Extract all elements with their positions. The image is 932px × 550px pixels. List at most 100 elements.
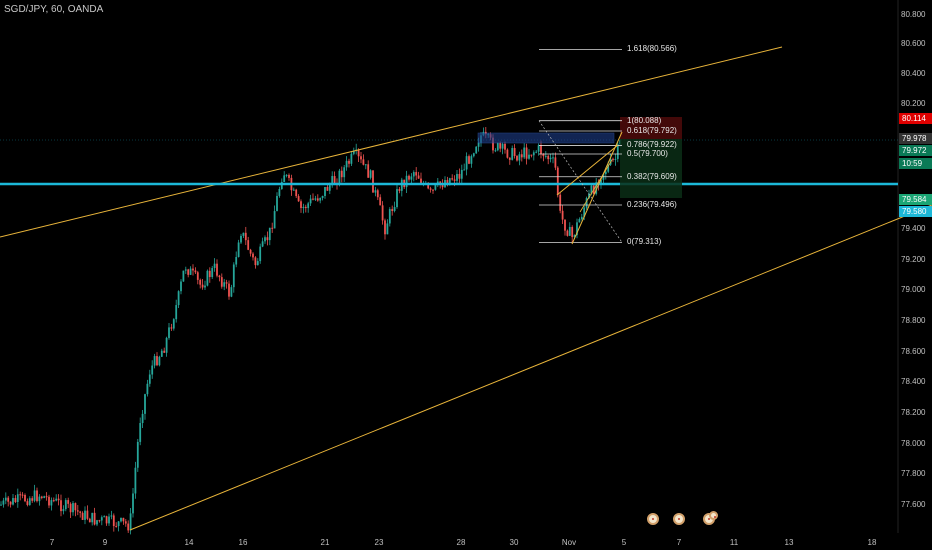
- economic-event-icon[interactable]: [709, 511, 718, 520]
- candle-body: [177, 291, 180, 306]
- candle-body: [367, 164, 370, 178]
- candle-body: [400, 179, 403, 191]
- candle-body: [86, 510, 89, 519]
- candle-body: [199, 279, 202, 285]
- candle-body: [0, 504, 2, 506]
- candle-body: [415, 172, 418, 176]
- symbol-title: SGD/JPY, 60, OANDA: [4, 4, 104, 15]
- candle-body: [540, 145, 542, 154]
- candle-body: [410, 176, 413, 180]
- candle-body: [518, 154, 521, 161]
- candle-body: [434, 185, 437, 190]
- candle-body: [98, 520, 101, 522]
- candle-body: [160, 350, 163, 357]
- candle-body: [43, 496, 46, 498]
- candle-body: [343, 167, 346, 178]
- x-tick-label: 9: [102, 538, 108, 547]
- candle-body: [79, 511, 82, 513]
- candle-body: [357, 149, 360, 157]
- y-tick-label: 78.600: [901, 346, 926, 356]
- candle-body: [132, 493, 134, 514]
- candle-body: [187, 269, 190, 275]
- candle-body: [204, 285, 206, 288]
- candle-body: [103, 516, 106, 518]
- candle-body: [165, 337, 168, 353]
- fib-level-label: 1.618(80.566): [627, 44, 677, 54]
- fib-level-label: 0.236(79.496): [627, 200, 677, 209]
- candle-body: [81, 512, 84, 520]
- candle-body: [511, 148, 514, 160]
- candle-body: [144, 394, 146, 414]
- candle-body: [261, 241, 264, 247]
- candle-body: [578, 219, 581, 223]
- candle-body: [115, 526, 118, 528]
- candle-body: [268, 227, 271, 241]
- x-tick-label: 28: [456, 538, 466, 547]
- candle-body: [304, 206, 307, 209]
- price-badge: 79.584: [899, 194, 932, 205]
- candle-body: [573, 234, 576, 238]
- candle-body: [571, 226, 574, 238]
- candle-body: [4, 497, 7, 501]
- candle-body: [48, 496, 50, 506]
- candle-body: [576, 222, 578, 235]
- candle-body: [525, 147, 528, 159]
- candle-body: [499, 143, 502, 149]
- candle-body: [67, 500, 70, 504]
- fib-level-label: 0(79.313): [627, 237, 662, 247]
- candle-body: [568, 226, 571, 236]
- candle-body: [189, 268, 192, 275]
- position-stop-zone: [620, 117, 682, 139]
- candle-body: [136, 441, 139, 468]
- candle-body: [477, 142, 480, 147]
- candle-body: [542, 153, 545, 157]
- candle-body: [369, 170, 372, 178]
- candle-body: [398, 189, 401, 191]
- candle-body: [288, 174, 290, 178]
- candle-body: [266, 237, 269, 241]
- candle-body: [242, 232, 245, 236]
- candle-body: [36, 490, 38, 502]
- candle-body: [580, 216, 583, 220]
- candle-body: [57, 498, 60, 501]
- candle-body: [273, 211, 276, 229]
- candle-body: [326, 186, 329, 191]
- candle-body: [595, 182, 598, 194]
- candle-body: [547, 155, 550, 160]
- candle-body: [448, 178, 451, 185]
- candle-body: [556, 167, 559, 195]
- economic-event-icon[interactable]: [647, 513, 659, 525]
- candle-body: [384, 220, 386, 235]
- x-tick-label: 23: [374, 538, 384, 547]
- candle-body: [84, 510, 86, 520]
- candle-body: [180, 281, 182, 292]
- candle-body: [93, 512, 96, 525]
- economic-event-icon[interactable]: [673, 513, 685, 525]
- candle-body: [278, 188, 281, 196]
- y-tick-label: 78.000: [901, 438, 926, 448]
- candle-body: [256, 261, 259, 266]
- candle-body: [232, 264, 235, 288]
- candle-body: [408, 175, 410, 180]
- trend-line-upper: [0, 46, 783, 238]
- fib-level-label: 0.382(79.609): [627, 171, 677, 181]
- candle-body: [208, 270, 211, 278]
- candle-body: [249, 249, 252, 254]
- fib-level-label: 1(80.088): [627, 115, 662, 125]
- candle-body: [508, 157, 511, 160]
- candle-body: [386, 223, 389, 235]
- candle-body: [148, 374, 151, 384]
- candle-body: [393, 207, 396, 211]
- y-tick-label: 79.400: [901, 224, 926, 233]
- candle-body: [122, 517, 125, 522]
- x-tick-label: 18: [867, 538, 877, 547]
- candle-body: [163, 350, 166, 353]
- candle-body: [350, 153, 353, 164]
- candle-body: [151, 365, 154, 375]
- candle-body: [559, 194, 562, 211]
- x-tick-label: 13: [784, 538, 794, 547]
- candle-body: [309, 198, 312, 204]
- y-tick-label: 77.800: [901, 469, 926, 479]
- candle-body: [494, 150, 497, 152]
